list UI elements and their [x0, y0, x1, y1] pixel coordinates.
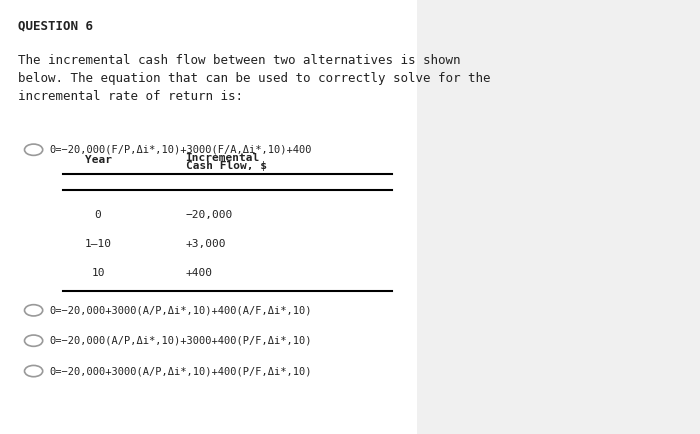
Text: +400: +400 [186, 268, 213, 279]
Text: QUESTION 6: QUESTION 6 [18, 20, 92, 33]
Text: Year: Year [85, 155, 111, 165]
FancyBboxPatch shape [0, 0, 416, 434]
Text: 10: 10 [91, 268, 105, 279]
Text: The incremental cash flow between two alternatives is shown
below. The equation : The incremental cash flow between two al… [18, 54, 490, 103]
Text: 0=−20,000+3000(A/P,Δi*,10)+400(P/F,Δi*,10): 0=−20,000+3000(A/P,Δi*,10)+400(P/F,Δi*,1… [49, 366, 312, 376]
Text: 0=−20,000(A/P,Δi*,10)+3000+400(P/F,Δi*,10): 0=−20,000(A/P,Δi*,10)+3000+400(P/F,Δi*,1… [49, 335, 312, 346]
Text: Cash Flow, $: Cash Flow, $ [186, 161, 267, 171]
Text: 0: 0 [94, 210, 101, 220]
Text: +3,000: +3,000 [186, 239, 226, 249]
Text: 0=−20,000+3000(A/P,Δi*,10)+400(A/F,Δi*,10): 0=−20,000+3000(A/P,Δi*,10)+400(A/F,Δi*,1… [49, 305, 312, 316]
Text: −20,000: −20,000 [186, 210, 232, 220]
Text: 0=−20,000(F/P,Δi*,10)+3000(F/A,Δi*,10)+400: 0=−20,000(F/P,Δi*,10)+3000(F/A,Δi*,10)+4… [49, 145, 312, 155]
Text: Incremental: Incremental [186, 153, 260, 163]
Text: 1–10: 1–10 [85, 239, 111, 249]
